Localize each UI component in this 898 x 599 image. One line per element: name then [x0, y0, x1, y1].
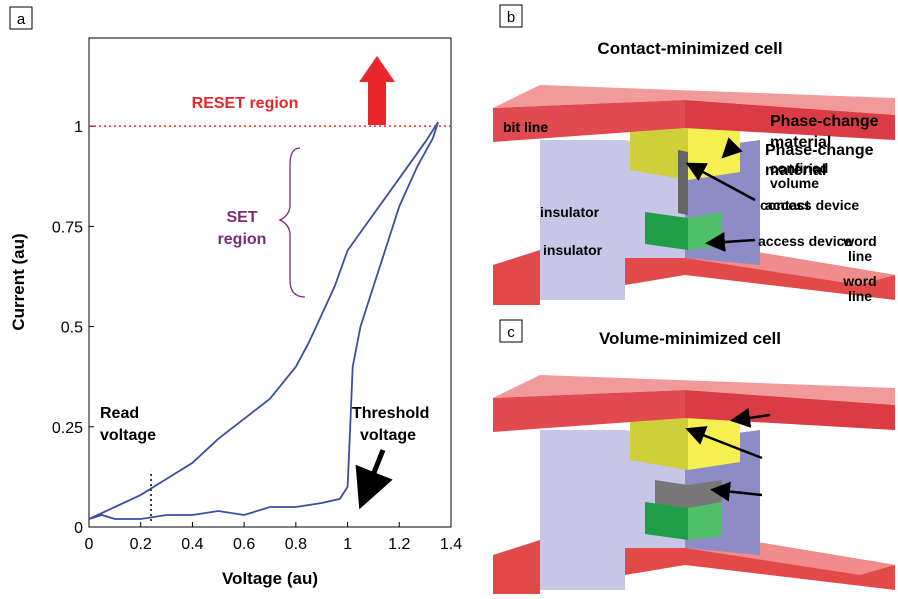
y-tick-label: 1: [74, 119, 83, 136]
y-tick-label: 0: [74, 520, 83, 537]
y-tick-label: 0.5: [61, 320, 83, 337]
diagram-label: bit line: [503, 119, 548, 135]
annotation: RESET region: [192, 95, 299, 112]
panel-label: a: [17, 11, 26, 28]
cell-diagram: c Volume-minimized cell: [493, 320, 895, 594]
reset-arrow: [359, 56, 395, 125]
diagram-label: insulator: [540, 204, 600, 220]
panel-label: b: [507, 9, 515, 26]
panel-label: c: [507, 324, 515, 341]
diagram-label: access device: [765, 197, 859, 213]
access-side: [688, 212, 722, 250]
y-tick-label: 0.75: [52, 219, 83, 236]
diagram-title: Contact-minimized cell: [597, 39, 782, 58]
data-line: [89, 122, 438, 519]
base-red: [493, 540, 540, 594]
base-red: [493, 250, 540, 305]
x-tick-label: 1: [343, 536, 352, 553]
figure: a Voltage (au) Current (au) 0 0.2 0.4 0.6 0.…: [0, 0, 898, 594]
y-tick-label: 0.25: [52, 420, 83, 437]
x-tick-label: 0.4: [181, 536, 203, 553]
threshold-arrow: [363, 450, 383, 500]
set-brace: [280, 148, 305, 297]
contact: [678, 150, 688, 215]
x-axis-label: Voltage (au): [222, 569, 318, 588]
x-tick-label: 0.6: [233, 536, 255, 553]
x-tick-label: 1.2: [388, 536, 410, 553]
x-tick-label: 0.8: [285, 536, 307, 553]
diagram-label: insulator: [543, 242, 603, 258]
insulator-left: [540, 430, 625, 590]
y-axis-label: Current (au): [9, 233, 28, 330]
access-front: [645, 212, 688, 250]
diagram-label: access device: [758, 233, 852, 249]
x-tick-label: 0: [85, 536, 94, 553]
access-side: [688, 502, 722, 540]
diagram-title: Volume-minimized cell: [599, 329, 781, 348]
insulator-left: [540, 140, 625, 300]
x-tick-label: 0.2: [130, 536, 152, 553]
x-tick-label: 1.4: [440, 536, 462, 553]
access-front: [645, 502, 688, 540]
